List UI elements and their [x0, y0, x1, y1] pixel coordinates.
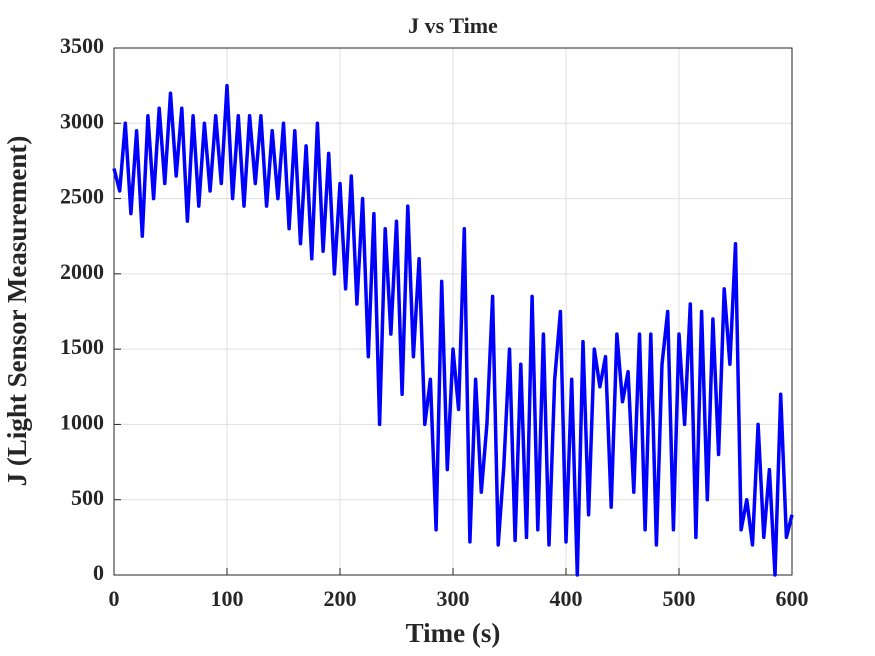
plot-frame: [113, 47, 793, 576]
y-tick-label: 500: [71, 485, 104, 510]
x-axis-label: Time (s): [406, 618, 501, 648]
y-axis-label: J (Light Sensor Measurement): [2, 136, 32, 487]
data-line: [112, 83, 794, 577]
chart-title: J vs Time: [408, 13, 498, 38]
y-tick-label: 3000: [60, 108, 104, 133]
y-tick-label: 0: [93, 560, 104, 585]
x-tick-label: 0: [109, 586, 120, 611]
y-tick-label: 2500: [60, 184, 104, 209]
x-tick-label: 500: [663, 586, 696, 611]
x-tick-label: 600: [776, 586, 809, 611]
x-tick-label: 200: [324, 586, 357, 611]
y-tick-label: 1500: [60, 334, 104, 359]
x-tick-label: 400: [550, 586, 583, 611]
x-tick-label: 100: [211, 586, 244, 611]
y-tick-label: 3500: [60, 33, 104, 58]
y-tick-label: 1000: [60, 409, 104, 434]
y-tick-label: 2000: [60, 259, 104, 284]
x-tick-label: 300: [437, 586, 470, 611]
